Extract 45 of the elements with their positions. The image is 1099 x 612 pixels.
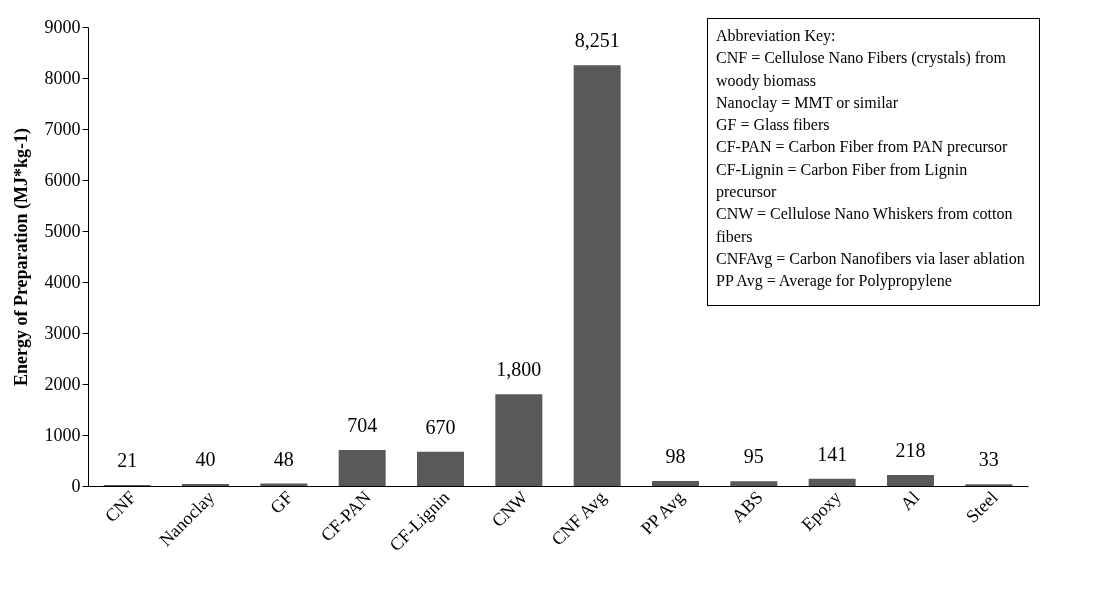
annotation: CNF = Cellulose Nano Fibers (crystals) from woody biomass xyxy=(716,48,1007,92)
annotation: PP Avg = Average for Polypropylene xyxy=(716,271,953,292)
bar xyxy=(808,478,856,486)
x-tick-label: GF xyxy=(266,487,297,518)
y-tick-label: 0 xyxy=(71,475,81,496)
bar xyxy=(417,451,464,486)
bar xyxy=(730,481,778,486)
y-tick-label: 9000 xyxy=(44,16,81,37)
y-tick-label: 4000 xyxy=(44,271,81,292)
annotation: CF-PAN = Carbon Fiber from PAN precursor xyxy=(716,137,1009,158)
y-tick-label: 6000 xyxy=(44,169,81,190)
annotation: CNFAvg = Carbon Nanofibers via laser ablation xyxy=(716,248,1026,270)
data-label: 1,800 xyxy=(496,358,542,381)
x-tick-label: CNF Avg xyxy=(547,487,610,550)
x-tick-label: PP Avg xyxy=(636,487,689,539)
data-label: 98 xyxy=(665,445,686,467)
data-label: 218 xyxy=(895,438,926,461)
data-label: 40 xyxy=(195,447,216,470)
bar xyxy=(573,65,621,486)
annotation: Nanoclay = MMT or similar xyxy=(716,92,900,114)
data-label: 704 xyxy=(347,414,378,437)
data-label: 21 xyxy=(117,448,138,471)
annotation: Abbreviation Key: xyxy=(716,26,837,47)
y-tick-label: 3000 xyxy=(44,322,81,343)
data-label: 141 xyxy=(817,442,848,465)
data-label: 8,251 xyxy=(574,29,620,52)
annotation: GF = Glass fibers xyxy=(716,115,831,136)
data-label: 33 xyxy=(978,448,999,471)
x-tick-label: Al xyxy=(896,487,924,514)
annotation: CNW = Cellulose Nano Whiskers from cotton fibers xyxy=(716,204,1014,247)
bar xyxy=(887,474,934,486)
y-tick-label: 1000 xyxy=(44,424,81,445)
annotation: CF-Lignin = Carbon Fiber from Lignin precursor xyxy=(716,159,969,203)
y-axis-title: Energy of Preparation (MJ*kg-1) xyxy=(10,127,32,387)
data-label: 95 xyxy=(743,445,764,468)
y-tick-label: 2000 xyxy=(44,373,81,394)
data-label: 48 xyxy=(273,447,294,470)
y-tick-label: 5000 xyxy=(44,220,81,241)
bar xyxy=(338,450,386,486)
y-tick-label: 8000 xyxy=(44,67,81,88)
bar xyxy=(652,481,699,486)
y-tick-label: 7000 xyxy=(44,118,81,139)
bar xyxy=(182,483,229,486)
data-label: 670 xyxy=(425,415,456,438)
bar xyxy=(495,394,543,486)
